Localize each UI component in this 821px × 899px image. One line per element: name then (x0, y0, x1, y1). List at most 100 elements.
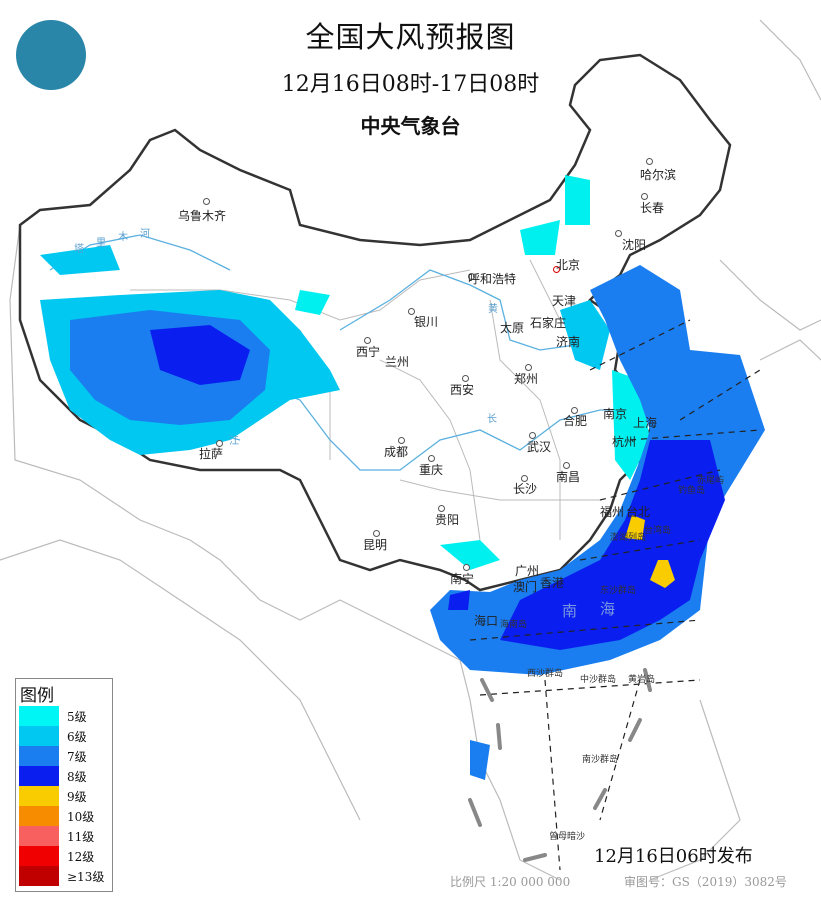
legend-swatch (19, 806, 59, 826)
city-dot (408, 308, 415, 315)
city-dot (373, 530, 380, 537)
cma-logo-icon (16, 20, 86, 90)
legend-item: 8级 (16, 766, 112, 786)
legend-item: 5级 (16, 706, 112, 726)
city-beijing: 北京 (556, 258, 581, 272)
city-changsha: 长沙 (513, 482, 538, 496)
legend-title: 图例 (20, 686, 54, 706)
city-tianjin: 天津 (552, 294, 577, 308)
city-fuzhou: 福州 (600, 505, 625, 519)
city-dot (462, 375, 469, 382)
label-penghu: 澎湖列岛 (610, 533, 647, 543)
legend-label: 5级 (67, 709, 87, 724)
city-dot (463, 564, 470, 571)
legend-label: 12级 (67, 849, 95, 864)
city-jinan: 济南 (556, 335, 581, 349)
city-guangzhou: 广州 (515, 564, 540, 578)
city-hongkong: 香港 (540, 576, 565, 590)
city-haikou: 海口 (474, 614, 499, 628)
legend-label: 10级 (67, 809, 95, 824)
city-chongqing: 重庆 (419, 463, 444, 477)
city-harbin: 哈尔滨 (640, 168, 677, 182)
city-kunming: 昆明 (363, 538, 388, 552)
city-shenyang: 沈阳 (622, 238, 647, 252)
city-dot (641, 193, 648, 200)
legend-item: 12级 (16, 846, 112, 866)
city-dot (646, 158, 653, 165)
legend-item: 9级 (16, 786, 112, 806)
city-changchun: 长春 (640, 201, 665, 215)
city-hangzhou: 杭州 (612, 435, 637, 449)
city-dot (428, 455, 435, 462)
city-wuhan: 武汉 (527, 440, 552, 454)
city-dot (468, 273, 475, 280)
river-jiang: 江 (229, 436, 239, 447)
city-guiyang: 贵阳 (435, 513, 460, 527)
sea-area-boundaries (469, 319, 761, 871)
label-huangyan: 黄岩岛 (628, 675, 656, 685)
label-chiwei: 赤尾屿 (697, 476, 725, 486)
city-xining: 西宁 (356, 345, 381, 359)
legend-swatch (19, 706, 59, 726)
city-dot (398, 437, 405, 444)
label-dongsha: 东沙群岛 (600, 586, 637, 596)
city-dot (529, 432, 536, 439)
legend-swatch (19, 866, 59, 886)
forecast-period: 12月16日08时-17日08时 (281, 72, 540, 97)
city-dot (438, 505, 445, 512)
river-tarim-1: 塔 (74, 244, 84, 255)
city-nanchang: 南昌 (556, 470, 581, 484)
label-nansha: 南沙群岛 (582, 755, 619, 765)
map-scale: 比例尺 1:20 000 000 (450, 875, 571, 889)
city-hohhot: 呼和浩特 (468, 272, 517, 286)
label-hainan: 海南岛 (500, 620, 528, 630)
river-tarim-2: 里 (96, 238, 106, 249)
city-nanjing: 南京 (603, 407, 628, 421)
nine-dash-line (468, 668, 652, 862)
city-dot (521, 475, 528, 482)
city-dot (525, 364, 532, 371)
label-zengmu: 曾母暗沙 (549, 832, 586, 842)
approval-number: 审图号：GS（2019）3082号 (624, 875, 787, 889)
city-taiyuan: 太原 (500, 321, 525, 335)
legend-label: 7级 (67, 749, 87, 764)
city-urumqi: 乌鲁木齐 (178, 209, 227, 223)
city-xian: 西安 (450, 383, 475, 397)
city-nanning: 南宁 (450, 572, 475, 586)
city-macau: 澳门 (513, 580, 538, 594)
legend-label: 9级 (67, 789, 87, 804)
legend-swatch (19, 746, 59, 766)
city-lhasa: 拉萨 (199, 447, 224, 461)
legend-label: 6级 (67, 729, 87, 744)
city-zhengzhou: 郑州 (514, 372, 539, 386)
legend: 图例 5级 6级 7级 8级 9级 10级 11级 12级 ≥13级 (15, 678, 113, 892)
city-taipei: 台北 (626, 505, 651, 519)
city-dot (203, 198, 210, 205)
city-shanghai: 上海 (633, 416, 658, 430)
legend-label: 11级 (67, 829, 95, 844)
city-yinchuan: 银川 (414, 315, 439, 329)
city-shijiazhuang: 石家庄 (530, 316, 567, 330)
city-dot (364, 337, 371, 344)
river-tarim-4: 河 (140, 229, 150, 240)
city-dot (615, 230, 622, 237)
legend-item: 10级 (16, 806, 112, 826)
map-title: 全国大风预报图 (305, 20, 516, 54)
river-tarim-3: 木 (118, 232, 128, 243)
issuer: 中央气象台 (360, 114, 461, 138)
label-taiwan: 台湾岛 (644, 526, 672, 536)
label-zhongsha: 中沙群岛 (580, 675, 617, 685)
city-dot (571, 407, 578, 414)
legend-item: ≥13级 (16, 866, 112, 886)
label-xisha: 西沙群岛 (527, 669, 564, 679)
city-dot (216, 440, 223, 447)
label-sea-nan: 南 (562, 602, 578, 620)
city-lanzhou: 兰州 (385, 355, 410, 369)
city-chengdu: 成都 (384, 445, 409, 459)
city-dot (563, 462, 570, 469)
legend-label: 8级 (67, 769, 87, 784)
river-huang: 黄 (488, 304, 498, 315)
issue-time: 12月16日06时发布 (594, 846, 753, 867)
legend-swatch (19, 726, 59, 746)
legend-item: 6级 (16, 726, 112, 746)
